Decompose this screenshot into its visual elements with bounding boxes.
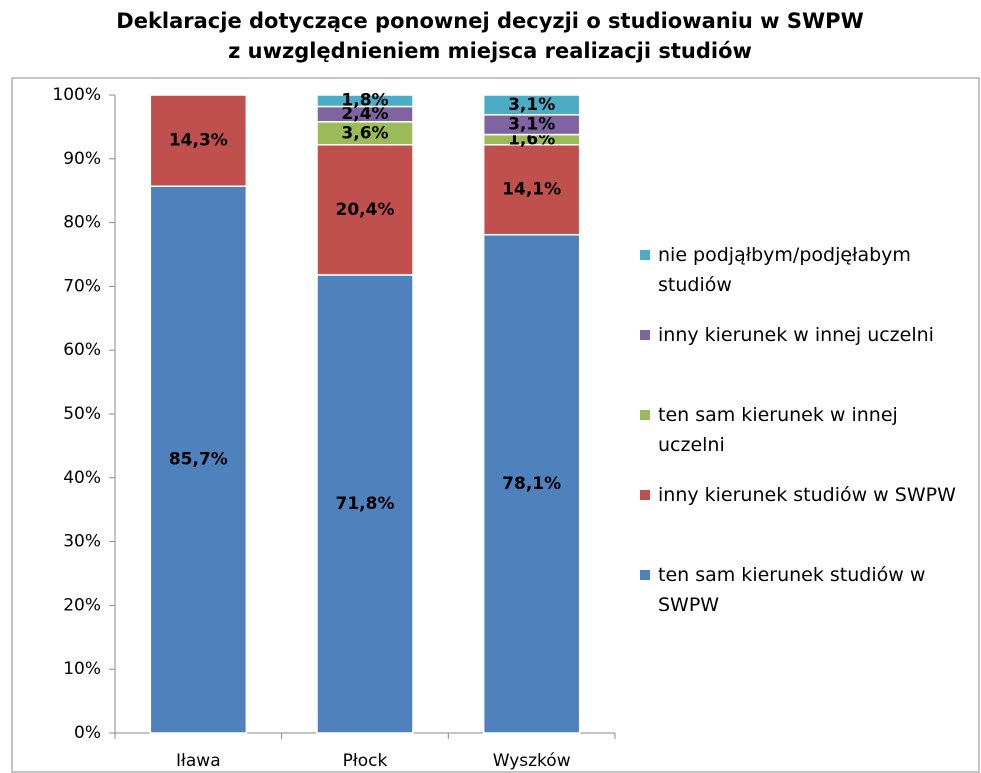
x-tick-label: Iława — [176, 751, 221, 771]
legend-swatch — [640, 330, 650, 340]
legend-label: nie podjąłbym/podjęłabym studiów — [658, 244, 911, 296]
bar-segment — [482, 233, 581, 734]
y-tick-label: 40% — [63, 468, 101, 488]
legend-label: inny kierunek studiów w SWPW — [658, 484, 956, 506]
y-tick-label: 30% — [63, 532, 101, 552]
y-tick-label: 60% — [63, 340, 101, 360]
legend-entry: inny kierunek w innej uczelni — [640, 320, 970, 350]
legend-entry: inny kierunek studiów w SWPW — [640, 480, 970, 510]
data-label: 2,4% — [341, 104, 388, 124]
y-tick-label: 0% — [74, 723, 101, 743]
data-label: 3,6% — [341, 123, 388, 143]
bar-segment — [482, 94, 581, 116]
y-tick-label: 90% — [63, 149, 101, 169]
data-label: 3,1% — [508, 115, 555, 135]
legend-swatch — [640, 490, 650, 500]
data-label: 3,1% — [508, 95, 555, 115]
legend-entry: ten sam kierunek studiów w SWPW — [640, 560, 970, 620]
legend-label: ten sam kierunek w innej uczelni — [658, 404, 898, 456]
y-tick-label: 50% — [63, 404, 101, 424]
y-tick-label: 70% — [63, 276, 101, 296]
y-tick-label: 100% — [52, 85, 101, 105]
legend-swatch — [640, 250, 650, 260]
chart-title: z uwzględnieniem miejsca realizacji stud… — [228, 39, 752, 63]
data-label: 14,1% — [502, 180, 561, 200]
bar-segment — [316, 144, 414, 276]
bar-segment — [316, 274, 414, 734]
chart-border — [11, 77, 980, 773]
data-label: 14,3% — [169, 131, 228, 151]
title-bg — [0, 0, 981, 66]
data-label: 20,4% — [336, 200, 395, 220]
legend-swatch — [640, 410, 650, 420]
legend-swatch — [640, 570, 650, 580]
y-tick-label: 10% — [63, 659, 101, 679]
legend-label: ten sam kierunek studiów w SWPW — [658, 564, 926, 616]
legend-entry: ten sam kierunek w innej uczelni — [640, 400, 970, 460]
bar-segment — [149, 185, 248, 734]
y-tick-label: 20% — [63, 595, 101, 615]
chart-title: Deklaracje dotyczące ponownej decyzji o … — [116, 9, 863, 33]
data-label: 78,1% — [502, 474, 561, 494]
y-tick-label: 80% — [63, 213, 101, 233]
x-tick-label: Płock — [343, 751, 388, 771]
data-label: 1,8% — [341, 91, 388, 111]
data-label: 71,8% — [336, 494, 395, 514]
legend-label: inny kierunek w innej uczelni — [658, 324, 934, 346]
x-tick-label: Wyszków — [493, 751, 571, 771]
bar-segment — [316, 94, 414, 108]
bar-segment — [149, 94, 248, 187]
legend-entry: nie podjąłbym/podjęłabym studiów — [640, 240, 970, 300]
data-label: 85,7% — [169, 450, 228, 470]
